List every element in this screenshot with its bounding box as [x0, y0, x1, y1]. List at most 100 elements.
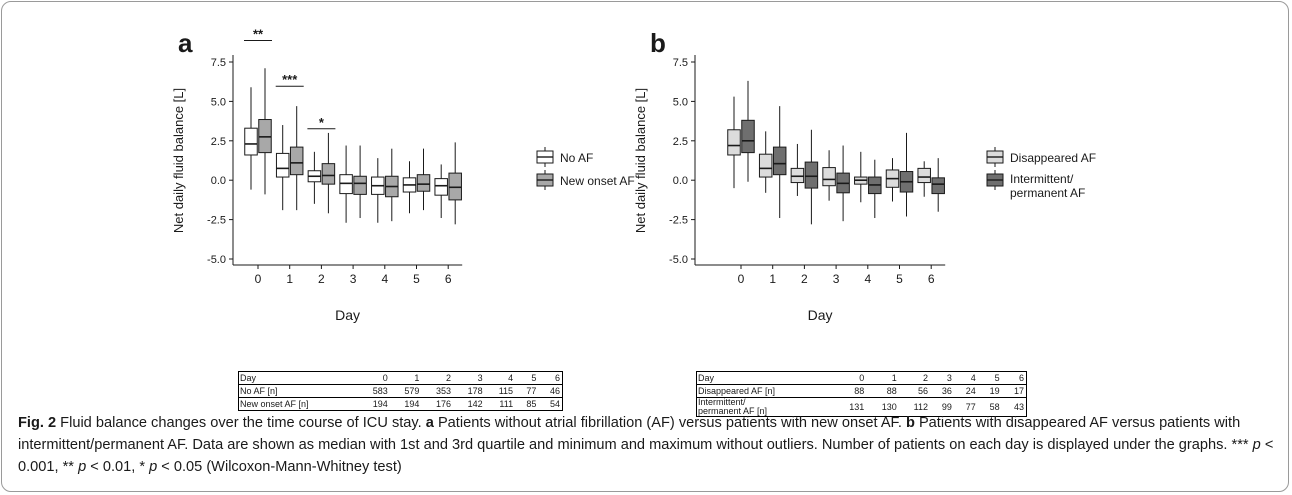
table-cell: 36 [930, 384, 954, 398]
table-header-day-value: 0 [859, 372, 865, 383]
table-row: Disappeared AF [n] 88 88 56 36 24 19 17 [696, 384, 1027, 398]
table-row-label: Intermittent/permanent AF [n] [696, 397, 834, 417]
table-row-label: No AF [n] [238, 384, 359, 398]
box-intermittent-permanent-af-day-3 [836, 145, 850, 222]
box-no-af-day-0 [244, 87, 258, 190]
y-axis-title: Net daily fluid balance [L] [171, 88, 186, 233]
table-cell: 130 [866, 397, 899, 417]
box-new-onset-af-day-3 [353, 145, 367, 219]
significance-label: ** [253, 27, 264, 42]
y-tick-label: 7.5 [673, 57, 688, 69]
table-header-day-value: 1 [891, 372, 897, 383]
box-no-af-day-1 [275, 125, 290, 211]
table-cell: 583 [358, 384, 390, 398]
box-iqr [727, 129, 741, 156]
x-tick-label: 6 [445, 272, 452, 286]
caption-panel-a-tag: a [425, 415, 434, 431]
panel-a-chart: a 7.5 5.0 2.5 0.0 -2.5 -5.0 0 1 2 3 4 5 6 Day Net daily… [171, 27, 635, 323]
y-tick-label: -5.0 [669, 254, 688, 266]
table-cell: 58 [977, 397, 1002, 417]
box-no-af-day-5 [402, 161, 417, 214]
box-new-onset-af-day-0 [258, 68, 272, 195]
caption-panel-a-text: Patients without atrial fibrillation (AF… [437, 415, 902, 431]
box-intermittent-permanent-af-day-4 [868, 159, 882, 219]
y-tick-label: -2.5 [207, 215, 226, 227]
panel-label-a: a [178, 28, 193, 58]
table-cell: 46 [538, 384, 563, 398]
table-cell: 142 [452, 397, 485, 411]
table-header-day-value: 3 [477, 372, 483, 383]
caption-p-symbol-3: p [149, 459, 158, 475]
caption-p-text-3: < 0.05 (Wilcoxon-Mann-Whitney test) [161, 459, 402, 475]
table-cell: 112 [898, 397, 931, 417]
table-cell: 19 [977, 384, 1002, 398]
table-cell: 88 [866, 384, 899, 398]
box-intermittent-permanent-af-day-5 [899, 132, 914, 217]
patient-count-table-a: Day 0 1 2 3 4 5 6 No AF [n] 583 579 353 178 115 77 46 Ne… [238, 371, 563, 411]
legend-item: No AF [536, 147, 593, 167]
table-header-day-value: 5 [531, 372, 537, 383]
figure-caption: Fig. 2 Fluid balance changes over the ti… [18, 412, 1280, 478]
y-tick-label: 0.0 [673, 175, 688, 187]
y-tick-label: -2.5 [669, 215, 688, 227]
table-cell: 579 [389, 384, 422, 398]
box-iqr [822, 167, 836, 187]
table-cell: 194 [389, 397, 422, 411]
box-disappeared-af-day-6 [917, 161, 931, 197]
y-tick-label: 0.0 [211, 175, 226, 187]
table-cell: 43 [1001, 397, 1027, 417]
y-tick-label: -5.0 [207, 254, 226, 266]
table-row-label: Disappeared AF [n] [696, 384, 834, 398]
table-header-day-value: 4 [508, 372, 514, 383]
table-header-day-value: 2 [923, 372, 929, 383]
box-iqr [353, 175, 367, 195]
table-row-label: New onset AF [n] [238, 397, 359, 411]
table-cell: 115 [484, 384, 516, 398]
x-tick-label: 5 [413, 272, 420, 286]
table-header-day: Day [698, 372, 715, 383]
box-no-af-day-2 [307, 151, 322, 204]
caption-p-text-1: < 0.001, ** [18, 437, 1274, 475]
box-disappeared-af-day-2 [790, 143, 805, 196]
x-tick-label: 4 [381, 272, 388, 286]
box-iqr [804, 161, 819, 189]
x-tick-label: 0 [738, 272, 745, 286]
table-cell: 194 [358, 397, 390, 411]
figure-plots: a 7.5 5.0 2.5 0.0 -2.5 -5.0 0 1 2 3 4 5 6 Day Net daily… [171, 27, 1096, 323]
legend-label: Disappeared AF [1010, 151, 1096, 165]
box-disappeared-af-day-1 [758, 131, 773, 193]
table-cell: 131 [833, 397, 867, 417]
legend-label: Intermittent/ [1010, 172, 1074, 186]
caption-fig-label: Fig. 2 [18, 415, 57, 431]
caption-p-text-2: < 0.01, * [90, 459, 146, 475]
table-cell: 99 [930, 397, 954, 417]
x-tick-label: 0 [255, 272, 262, 286]
legend-item: Intermittent/permanent AF [986, 170, 1085, 200]
table-row: No AF [n] 583 579 353 178 115 77 46 [238, 384, 563, 398]
table-cell: 353 [421, 384, 453, 398]
box-disappeared-af-day-5 [885, 158, 900, 202]
table-cell: 88 [833, 384, 867, 398]
box-iqr [931, 177, 945, 195]
box-no-af-day-4 [371, 158, 385, 223]
table-cell: 77 [953, 397, 978, 417]
y-axis-title: Net daily fluid balance [L] [633, 88, 648, 233]
caption-p-symbol-2: p [78, 459, 87, 475]
box-iqr [416, 174, 431, 192]
table-header-day-value: 2 [445, 372, 451, 383]
table-header-day-value: 5 [994, 372, 1000, 383]
y-tick-label: 5.0 [673, 96, 688, 108]
table-header-day-value: 1 [414, 372, 420, 383]
box-iqr [434, 178, 448, 196]
box-intermittent-permanent-af-day-6 [931, 158, 945, 212]
box-iqr [772, 146, 787, 176]
box-disappeared-af-day-3 [822, 150, 836, 201]
table-cell: 56 [898, 384, 931, 398]
panel-label-b: b [650, 28, 666, 58]
box-new-onset-af-day-1 [289, 106, 304, 211]
box-disappeared-af-day-0 [727, 96, 741, 189]
table-cell: 24 [953, 384, 978, 398]
caption-p-symbol-1: p [1252, 437, 1261, 453]
box-intermittent-permanent-af-day-0 [741, 80, 755, 182]
legend-item: New onset AF [536, 170, 635, 190]
